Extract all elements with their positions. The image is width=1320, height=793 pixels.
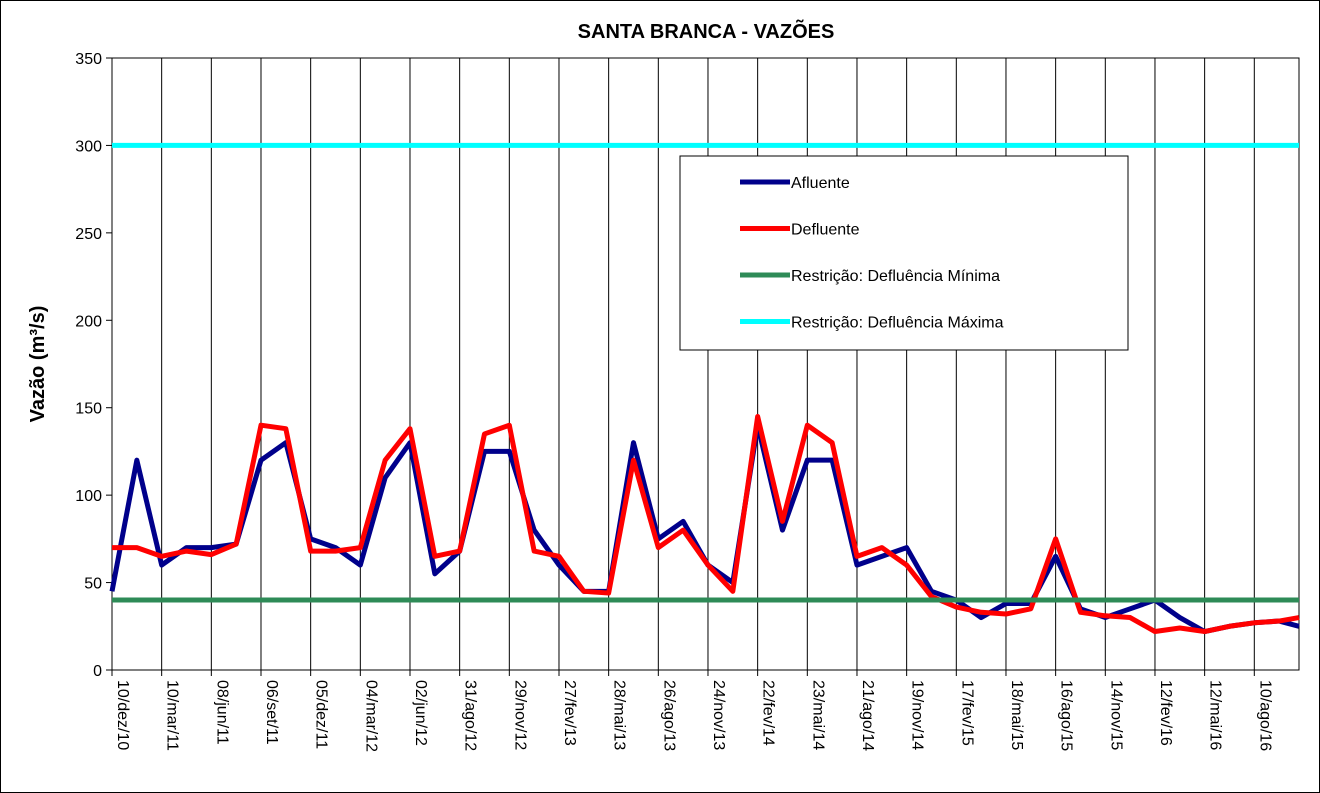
- y-tick-label: 350: [75, 51, 102, 68]
- x-tick-label: 04/mar/12: [362, 680, 379, 752]
- x-tick-label: 02/jun/12: [412, 680, 429, 746]
- legend-label: Afluente: [791, 175, 850, 192]
- x-tick-label: 28/mai/13: [611, 680, 628, 750]
- x-tick-label: 10/ago/16: [1256, 680, 1273, 751]
- y-tick-label: 0: [93, 663, 102, 680]
- x-tick-label: 17/fev/15: [958, 680, 975, 746]
- legend-label: Restrição: Defluência Máxima: [791, 315, 1004, 332]
- x-tick-label: 21/ago/14: [859, 680, 876, 751]
- legend-label: Defluente: [791, 222, 860, 239]
- series-line: [112, 413, 1300, 635]
- y-axis-label: Vazão (m³/s): [27, 306, 49, 423]
- x-tick-label: 16/ago/15: [1058, 680, 1075, 751]
- plot-area: [111, 57, 1300, 671]
- x-tick-label: 06/set/11: [263, 680, 280, 745]
- legend: [679, 155, 1129, 351]
- y-tick-label: 250: [75, 226, 102, 243]
- y-tick-label: 200: [75, 313, 102, 330]
- x-tick-label: 31/ago/12: [462, 680, 479, 751]
- y-tick-label: 300: [75, 138, 102, 155]
- x-tick-label: 24/nov/13: [710, 680, 727, 750]
- y-tick-label: 150: [75, 401, 102, 418]
- x-tick-label: 05/dez/11: [313, 680, 330, 749]
- legend-label: Restrição: Defluência Mínima: [791, 268, 1000, 285]
- x-tick-label: 10/dez/10: [114, 680, 131, 750]
- x-tick-label: 12/mai/16: [1207, 680, 1224, 750]
- y-tick-label: 100: [75, 488, 102, 505]
- x-tick-label: 23/mai/14: [809, 680, 826, 750]
- x-tick-label: 12/fev/16: [1157, 680, 1174, 746]
- x-tick-label: 18/mai/15: [1008, 680, 1025, 750]
- x-tick-label: 10/mar/11: [164, 680, 181, 751]
- y-tick-label: 50: [84, 576, 102, 593]
- x-tick-label: 22/fev/14: [760, 680, 777, 746]
- x-tick-label: 29/nov/12: [511, 680, 528, 750]
- x-tick-label: 08/jun/11: [213, 680, 230, 745]
- x-tick-label: 27/fev/13: [561, 680, 578, 746]
- x-tick-label: 19/nov/14: [909, 680, 926, 750]
- x-tick-label: 14/nov/15: [1107, 680, 1124, 750]
- x-tick-label: 26/ago/13: [660, 680, 677, 751]
- chart-title: SANTA BRANCA - VAZÕES: [578, 19, 835, 43]
